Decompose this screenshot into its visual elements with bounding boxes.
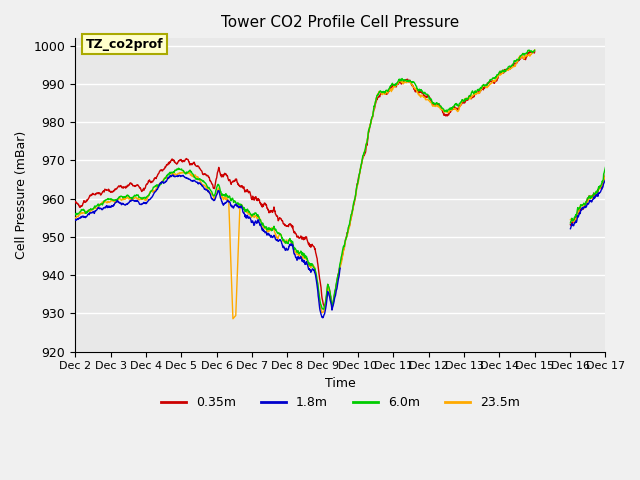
X-axis label: Time: Time <box>325 377 356 390</box>
Text: TZ_co2prof: TZ_co2prof <box>86 37 163 50</box>
Legend: 0.35m, 1.8m, 6.0m, 23.5m: 0.35m, 1.8m, 6.0m, 23.5m <box>156 391 525 414</box>
Title: Tower CO2 Profile Cell Pressure: Tower CO2 Profile Cell Pressure <box>221 15 460 30</box>
Y-axis label: Cell Pressure (mBar): Cell Pressure (mBar) <box>15 131 28 259</box>
